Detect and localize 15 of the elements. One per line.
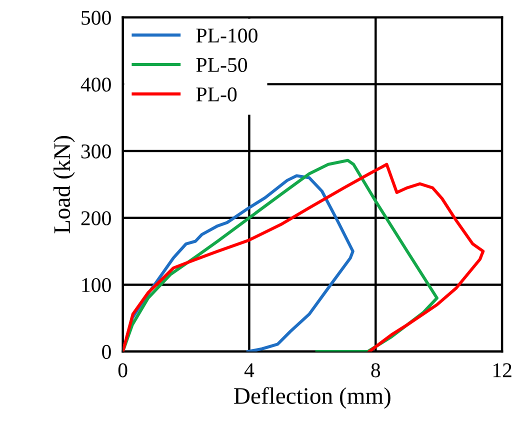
y-tick-label: 0 — [102, 344, 111, 359]
x-tick-label: 0 — [118, 363, 128, 378]
legend-label: PL-0 — [196, 87, 237, 102]
y-tick-label: 300 — [81, 144, 111, 158]
x-tick-label: 12 — [493, 363, 512, 378]
y-tick-label: 100 — [82, 278, 111, 292]
legend-label: PL-50 — [196, 58, 248, 72]
x-tick-label: 8 — [371, 363, 380, 378]
y-tick-label: 200 — [81, 211, 111, 226]
x-tick-label: 4 — [244, 363, 254, 378]
y-tick-label: 500 — [82, 10, 111, 25]
y-axis-title: Load (kN) — [53, 136, 75, 234]
legend-label: PL-100 — [196, 28, 258, 43]
x-axis-title: Deflection (mm) — [234, 387, 390, 409]
y-tick-label: 400 — [80, 78, 111, 92]
